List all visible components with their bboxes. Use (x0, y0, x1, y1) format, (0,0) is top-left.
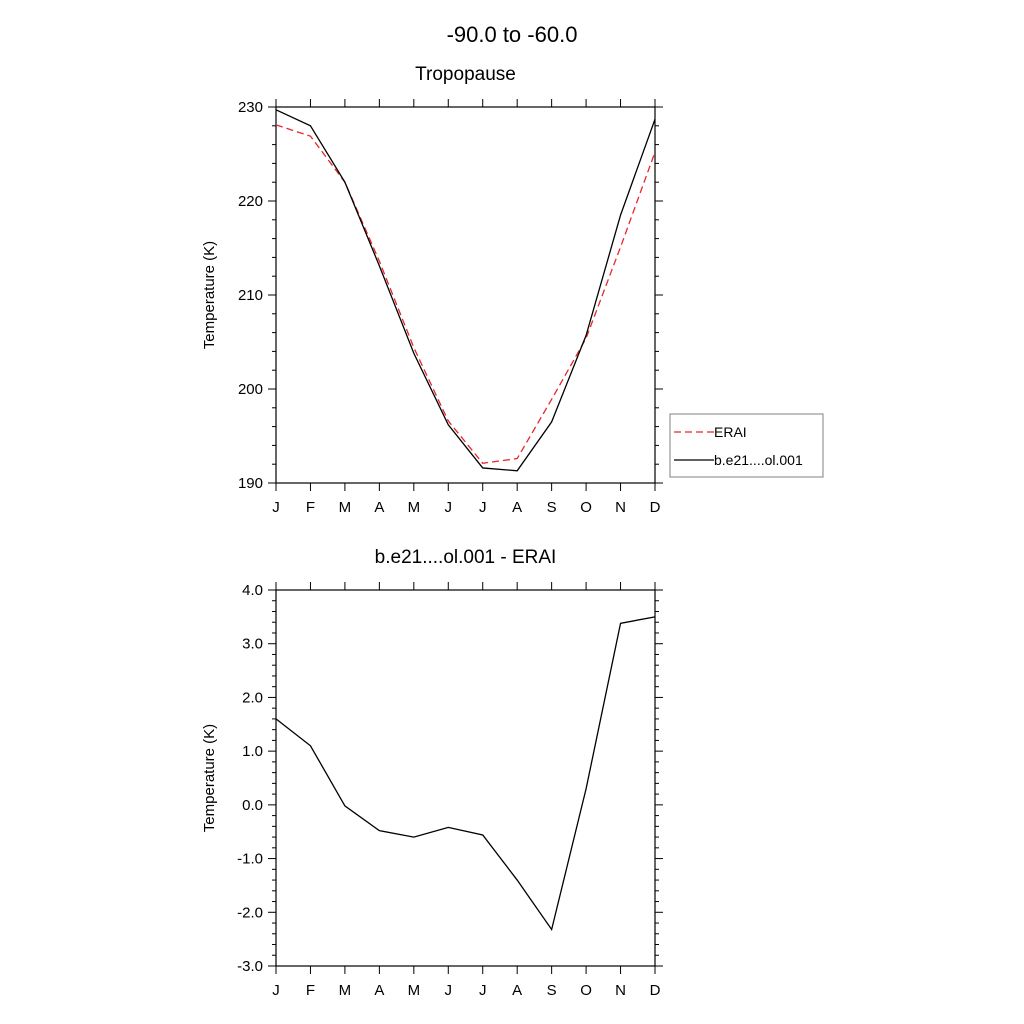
x-tick-label: M (339, 982, 352, 999)
y-tick-label: -3.0 (237, 958, 263, 975)
y-tick-label: -1.0 (237, 851, 263, 868)
x-tick-label: F (306, 982, 315, 999)
difference-y-axis-title: Temperature (K) (201, 724, 218, 832)
y-tick-label: 200 (238, 381, 263, 398)
tropopause-y-axis-title: Temperature (K) (201, 241, 218, 349)
y-tick-label: 3.0 (242, 636, 263, 653)
difference-title: b.e21....ol.001 - ERAI (375, 547, 557, 568)
x-tick-label: J (479, 982, 487, 999)
x-tick-label: J (479, 499, 487, 516)
x-tick-label: J (272, 499, 280, 516)
x-tick-label: A (512, 499, 522, 516)
x-tick-label: M (339, 499, 352, 516)
figure-title: -90.0 to -60.0 (447, 22, 578, 47)
difference-plot-frame (275, 589, 656, 967)
x-tick-label: N (615, 499, 626, 516)
x-tick-label: S (547, 982, 557, 999)
y-tick-label: 220 (238, 193, 263, 210)
legend: ERAI b.e21....ol.001 (669, 413, 824, 478)
y-tick-label: 4.0 (242, 582, 263, 599)
x-tick-label: A (374, 499, 384, 516)
x-tick-label: J (272, 982, 280, 999)
x-tick-label: O (580, 499, 592, 516)
series-line-erai (275, 124, 656, 464)
x-tick-label: N (615, 982, 626, 999)
x-tick-label: F (306, 499, 315, 516)
x-tick-label: M (408, 499, 421, 516)
y-tick-label: 2.0 (242, 689, 263, 706)
legend-label: b.e21....ol.001 (714, 452, 803, 468)
series-line-difference (275, 616, 656, 932)
legend-label: ERAI (714, 424, 747, 440)
y-tick-label: 0.0 (242, 797, 263, 814)
tropopause-title: Tropopause (415, 64, 516, 85)
y-tick-label: 210 (238, 287, 263, 304)
difference-panel: b.e21....ol.001 - ERAI Temperature (K) J F M… (201, 547, 663, 999)
x-tick-label: D (650, 499, 661, 516)
x-tick-label: A (374, 982, 384, 999)
x-tick-label: S (547, 499, 557, 516)
y-tick-label: 190 (238, 475, 263, 492)
x-tick-label: J (445, 499, 453, 516)
y-tick-label: 230 (238, 99, 263, 116)
x-tick-label: O (580, 982, 592, 999)
legend-box (669, 413, 824, 478)
x-tick-label: D (650, 982, 661, 999)
y-tick-label: -2.0 (237, 904, 263, 921)
tropopause-panel: Tropopause Temperature (K) J F M A M J J A S O N D 190… (201, 64, 663, 516)
y-tick-label: 1.0 (242, 743, 263, 760)
x-tick-label: A (512, 982, 522, 999)
x-tick-label: M (408, 982, 421, 999)
x-tick-label: J (445, 982, 453, 999)
series-line-b-e21-ol-001 (275, 109, 656, 472)
